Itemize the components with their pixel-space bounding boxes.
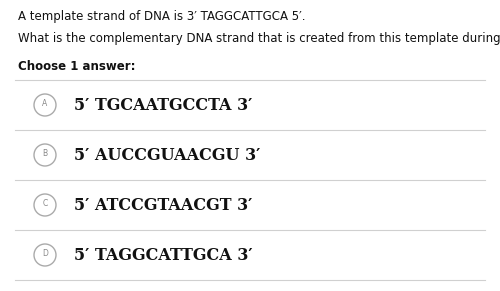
Text: 5′ TAGGCATTGCA 3′: 5′ TAGGCATTGCA 3′ — [74, 246, 252, 263]
Text: 5′ ATCCGTAACGT 3′: 5′ ATCCGTAACGT 3′ — [74, 196, 252, 214]
Text: 5′ TGCAATGCCTA 3′: 5′ TGCAATGCCTA 3′ — [74, 97, 252, 113]
Text: A: A — [42, 100, 48, 109]
Text: D: D — [42, 249, 48, 258]
Text: B: B — [42, 150, 48, 159]
Text: 5′ AUCCGUAACGU 3′: 5′ AUCCGUAACGU 3′ — [74, 146, 260, 164]
Text: What is the complementary DNA strand that is created from this template during r: What is the complementary DNA strand tha… — [18, 32, 500, 45]
Text: A template strand of DNA is 3′ TAGGCATTGCA 5′.: A template strand of DNA is 3′ TAGGCATTG… — [18, 10, 306, 23]
Text: C: C — [42, 200, 48, 208]
Text: Choose 1 answer:: Choose 1 answer: — [18, 60, 136, 73]
